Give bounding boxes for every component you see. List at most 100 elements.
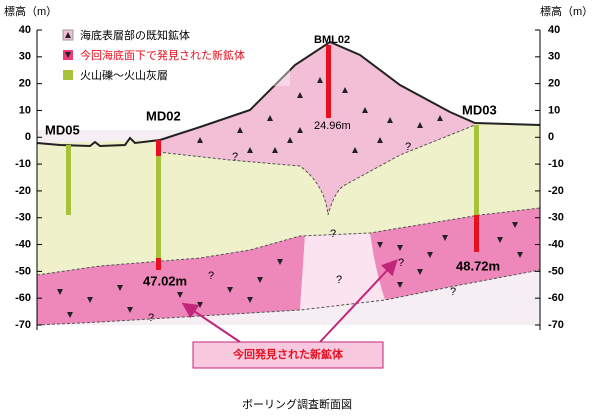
tick-label: 40 [548,24,560,36]
tick-label: -40 [15,238,31,250]
wells [66,45,479,270]
ore-symbol [57,289,63,295]
tick-label: 20 [19,78,31,90]
ore-symbol [377,242,383,248]
ore-symbol [397,245,403,251]
ore-symbol [87,297,93,303]
ore-symbol [272,147,278,153]
new-ore-left [37,236,305,325]
ore-symbol [517,252,523,258]
well-name: MD02 [146,108,181,123]
tick-label: -60 [15,292,31,304]
ore-symbol [227,287,233,293]
ore-symbol [427,252,433,258]
well [474,125,479,215]
tick-label: 10 [19,104,31,116]
caption: ボーリング調査断面図 [242,397,352,411]
tick-label: -40 [548,238,564,250]
axis-title: 標高（m） [4,4,57,18]
ore-symbol [247,297,253,303]
unknown-zone [300,233,385,310]
legend: 海底表層部の既知鉱体 今回海底面下で発見された新鉱体 火山礫～火山灰層 [60,22,290,86]
unknown-marks: ? ? ? ? ? ? ? ? [148,141,456,324]
ore-symbol [362,107,368,113]
tick-label: -20 [15,185,31,197]
axis-title: 標高（m） [540,4,593,18]
ore-symbol [417,122,423,128]
ore-symbol [512,222,518,228]
tick-label: 30 [19,51,31,63]
callout-box [192,341,384,369]
tick-label: 20 [548,78,560,90]
ore-symbol [297,92,303,98]
legend-swatch [63,70,73,80]
ore-symbol [437,115,443,121]
ore-symbol [377,137,383,143]
unknown: ? [208,270,214,282]
legend-label: 今回海底面下で発見された新鉱体 [80,48,245,62]
tick-label: 0 [25,131,31,143]
unknown: ? [148,312,154,324]
well-depth: 48.72m [456,258,500,273]
well-ore [326,45,331,118]
unknown: ? [232,151,238,163]
tick-label: -70 [548,319,564,331]
ore-symbol [417,269,423,275]
tick-label: -50 [15,265,31,277]
ore-symbol [497,237,503,243]
ore-symbols [57,77,523,318]
new-ore-right [370,208,540,300]
tick-label: 10 [548,104,560,116]
callout: 今回発見された新鉱体 [232,347,344,361]
tick-label: -30 [548,212,564,224]
ore-symbol [117,285,123,291]
ore-symbol [397,282,403,288]
unknown: ? [450,286,456,298]
tick-label: -10 [548,158,564,170]
tick-label: 40 [19,24,31,36]
layers [36,40,541,326]
well [156,140,161,268]
ore-symbol [247,147,253,153]
well-name: BML02 [314,34,350,46]
tick-label: -50 [548,265,564,277]
tick-label: -70 [15,319,31,331]
unknown: ? [405,141,411,153]
ore-symbol [387,117,393,123]
legend-label: 火山礫～火山灰層 [80,68,168,82]
ore-symbol [177,292,183,298]
ore-symbol [442,235,448,241]
ore-symbol [342,87,348,93]
tick-label: -30 [15,212,31,224]
well-ore [156,258,161,270]
well-name: MD05 [45,122,80,137]
legend-box [60,22,290,86]
well-ore [474,215,479,252]
legend-icon [65,32,71,38]
ore-symbol [237,127,243,133]
tick-label: -60 [548,292,564,304]
arrow [181,302,241,343]
ore-symbol [297,127,303,133]
arrow [319,259,398,343]
unknown: ? [398,257,404,269]
well-depth: 24.96m [314,120,351,132]
well [66,145,71,215]
unknown: ? [336,274,342,286]
ore-symbol [257,277,263,283]
ore-symbol [127,307,133,313]
ore-symbol [352,147,358,153]
ore-symbol [67,312,73,318]
legend-icon [65,52,71,58]
ore-symbol [267,115,273,121]
tick-label: -10 [15,158,31,170]
boundaries [36,124,541,326]
well-name: MD03 [462,102,497,117]
unknown: ? [330,228,336,240]
tick-label: 30 [548,51,560,63]
ore-symbol [287,137,293,143]
well-ore [156,140,161,156]
tick-label: 0 [548,131,554,143]
legend-label: 海底表層部の既知鉱体 [80,28,190,42]
